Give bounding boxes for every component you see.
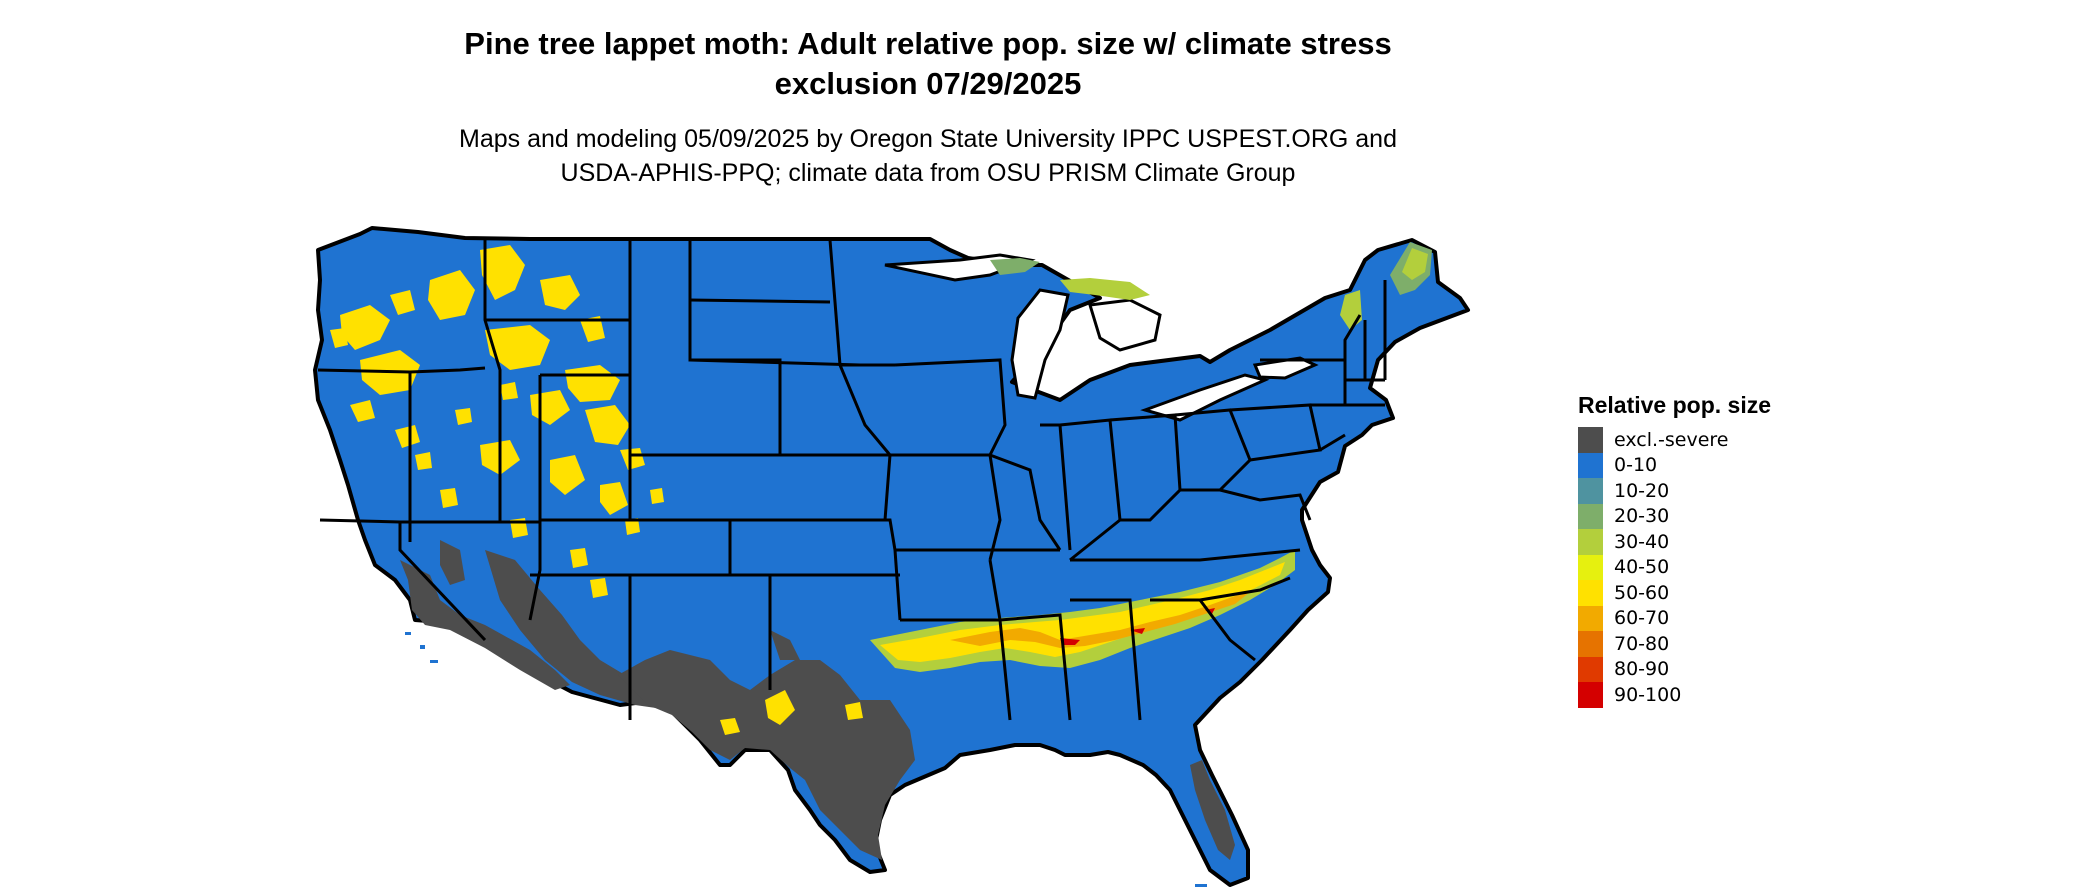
legend-swatch bbox=[1578, 554, 1603, 580]
legend-label: 50-60 bbox=[1614, 581, 1670, 604]
legend-item: 80-90 bbox=[1578, 656, 1771, 682]
legend-label: 90-100 bbox=[1614, 683, 1682, 706]
legend-label: 70-80 bbox=[1614, 632, 1670, 655]
legend-item: 30-40 bbox=[1578, 529, 1771, 555]
legend-swatch bbox=[1578, 682, 1603, 708]
subtitle-line-2: USDA-APHIS-PPQ; climate data from OSU PR… bbox=[560, 159, 1296, 187]
legend-label: 0-10 bbox=[1614, 454, 1658, 477]
us-map bbox=[313, 226, 1470, 887]
legend-rows: excl.-severe 0-10 10-20 20-30 30-40 40-50 50-6… bbox=[1578, 427, 1771, 708]
legend-item: 20-30 bbox=[1578, 503, 1771, 529]
legend-swatch bbox=[1578, 656, 1603, 682]
state-borders bbox=[317, 239, 1387, 721]
map-title: Pine tree lappet moth: Adult relative po… bbox=[0, 24, 1856, 104]
legend-item: 50-60 bbox=[1578, 580, 1771, 606]
legend-item: 10-20 bbox=[1578, 478, 1771, 504]
legend-label: 60-70 bbox=[1614, 607, 1670, 630]
legend-item: 40-50 bbox=[1578, 554, 1771, 580]
legend-title: Relative pop. size bbox=[1578, 392, 1772, 418]
legend-swatch bbox=[1578, 503, 1603, 529]
legend-swatch bbox=[1578, 452, 1603, 478]
legend-swatch bbox=[1578, 427, 1603, 453]
legend-label: 10-20 bbox=[1614, 479, 1670, 502]
legend-swatch bbox=[1578, 478, 1603, 504]
legend-swatch bbox=[1578, 605, 1603, 631]
legend-item: 90-100 bbox=[1578, 682, 1771, 708]
southeast-band bbox=[870, 550, 1295, 672]
title-line-2: exclusion 07/29/2025 bbox=[774, 66, 1082, 101]
map-subtitle: Maps and modeling 05/09/2025 by Oregon S… bbox=[0, 122, 1856, 190]
legend-swatch bbox=[1578, 580, 1603, 606]
legend: Relative pop. size excl.-severe 0-10 10-20… bbox=[1578, 392, 1771, 708]
western-mountain-zones bbox=[330, 245, 863, 735]
legend-label: 80-90 bbox=[1614, 658, 1670, 681]
legend-swatch bbox=[1578, 631, 1603, 657]
legend-swatch bbox=[1578, 529, 1603, 555]
legend-item: excl.-severe bbox=[1578, 427, 1771, 453]
subtitle-line-1: Maps and modeling 05/09/2025 by Oregon S… bbox=[459, 125, 1397, 153]
northeast-patches bbox=[990, 242, 1432, 330]
legend-label: excl.-severe bbox=[1614, 428, 1729, 451]
legend-item: 60-70 bbox=[1578, 605, 1771, 631]
coastal-islands bbox=[405, 632, 1207, 887]
legend-label: 20-30 bbox=[1614, 505, 1670, 528]
legend-item: 70-80 bbox=[1578, 631, 1771, 657]
legend-label: 40-50 bbox=[1614, 556, 1670, 579]
title-line-1: Pine tree lappet moth: Adult relative po… bbox=[464, 26, 1392, 61]
legend-item: 0-10 bbox=[1578, 452, 1771, 478]
legend-label: 30-40 bbox=[1614, 530, 1670, 553]
